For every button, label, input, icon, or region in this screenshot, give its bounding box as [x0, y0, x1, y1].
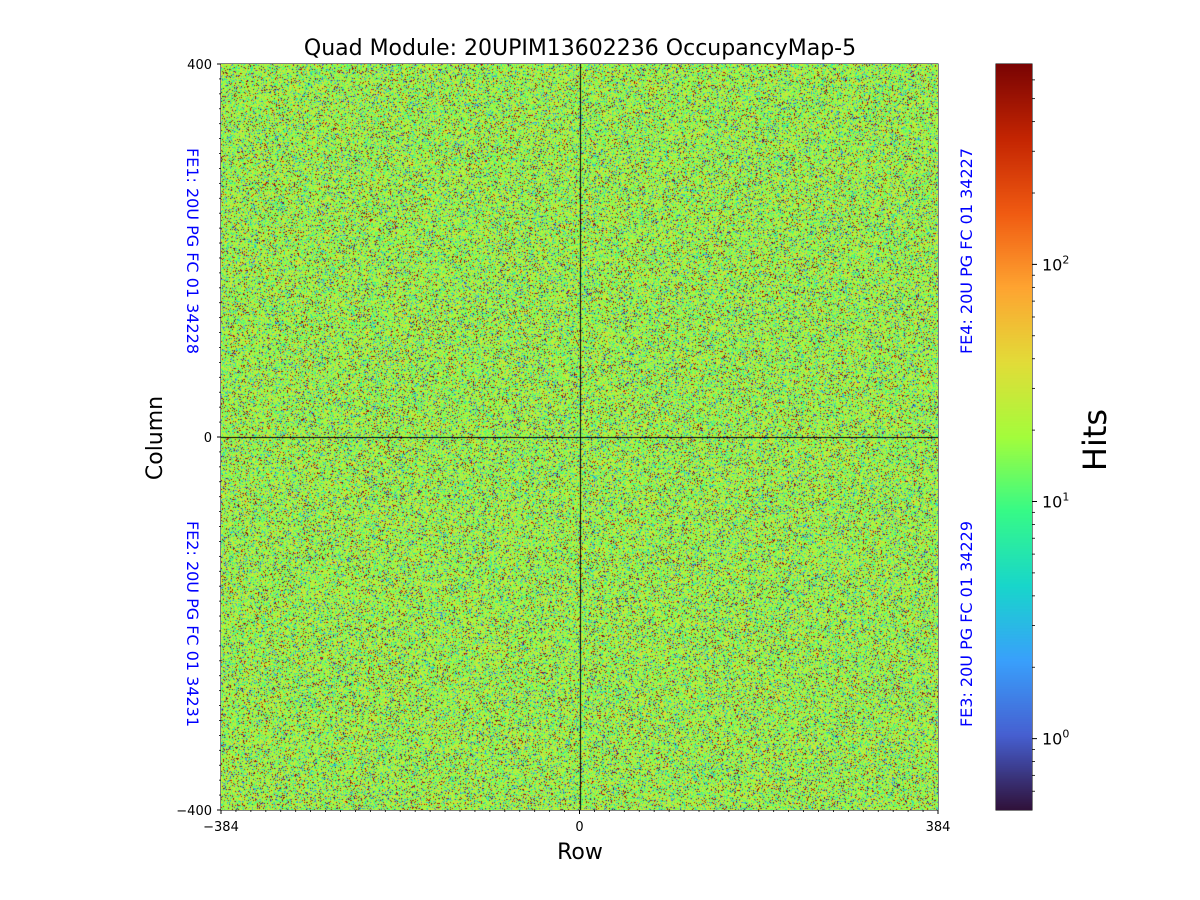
colorbar-tick-base: 10 [1042, 255, 1062, 274]
y-tick-label: −400 [176, 804, 212, 819]
chip-label-fe4: FE4: 20U PG FC 01 34227 [957, 148, 976, 354]
chip-label-fe1: FE1: 20U PG FC 01 34228 [183, 148, 202, 354]
chart-title: Quad Module: 20UPIM13602236 OccupancyMap… [304, 36, 856, 61]
y-tick-label: 0 [204, 431, 212, 446]
x-tick-label: 384 [926, 820, 951, 835]
colorbar-gradient [996, 64, 1032, 810]
x-tick-label: −384 [203, 820, 239, 835]
x-axis-label: Row [557, 840, 603, 865]
colorbar-tick-exp: 1 [1062, 491, 1069, 504]
y-tick-label: 400 [187, 58, 212, 73]
colorbar-tick-label: 100 [1042, 728, 1069, 749]
colorbar-tick-exp: 0 [1062, 728, 1069, 741]
colorbar-tick-base: 10 [1042, 493, 1062, 512]
chip-label-fe3: FE3: 20U PG FC 01 34229 [957, 521, 976, 727]
x-axis-ticks: −384 0 384 [203, 810, 950, 835]
colorbar-tick-base: 10 [1042, 730, 1062, 749]
colorbar-tick-exp: 2 [1062, 253, 1069, 266]
x-tick-label: 0 [575, 820, 583, 835]
colorbar-label: Hits [1076, 409, 1114, 471]
colorbar-tick-label: 102 [1042, 253, 1069, 274]
occupancy-heatmap [221, 64, 938, 810]
y-axis-label: Column [143, 396, 168, 480]
chip-label-fe2: FE2: 20U PG FC 01 34231 [183, 521, 202, 727]
colorbar-tick-label: 101 [1042, 491, 1069, 512]
